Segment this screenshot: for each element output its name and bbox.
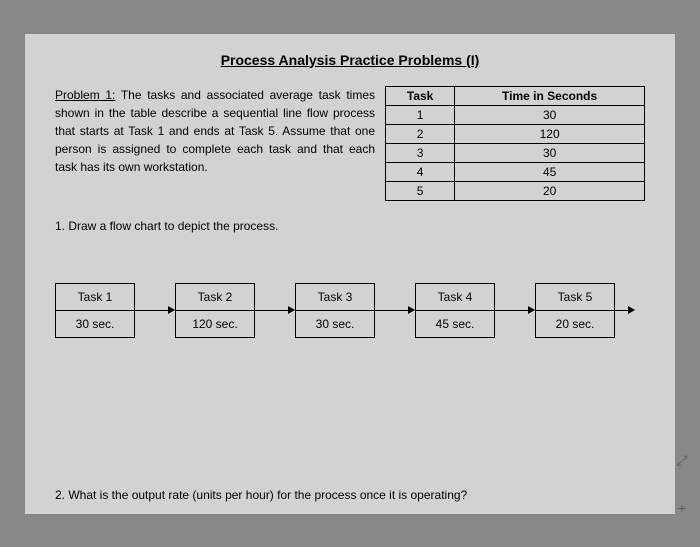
flow-arrow: [495, 306, 535, 314]
question-2: 2. What is the output rate (units per ho…: [55, 488, 467, 502]
flow-node: Task 4 45 sec.: [415, 283, 495, 338]
flow-node-name: Task 3: [296, 284, 374, 311]
task-table: Task Time in Seconds 130 2120 330 445 52…: [385, 86, 645, 201]
table-header-time: Time in Seconds: [455, 86, 645, 105]
problem-text: Problem 1: The tasks and associated aver…: [55, 86, 375, 176]
plus-icon[interactable]: +: [673, 499, 691, 517]
table-row: 130: [386, 105, 645, 124]
flowchart: Task 1 30 sec. Task 2 120 sec. Task 3 30…: [55, 283, 645, 338]
table-row: 445: [386, 162, 645, 181]
problem-block: Problem 1: The tasks and associated aver…: [55, 86, 645, 201]
table-row: 2120: [386, 124, 645, 143]
viewer-controls: ⤢ +: [670, 451, 694, 517]
flow-node-time: 30 sec.: [296, 311, 374, 337]
flow-arrow: [615, 306, 635, 314]
flow-arrow: [375, 306, 415, 314]
flow-node: Task 1 30 sec.: [55, 283, 135, 338]
flow-node-time: 20 sec.: [536, 311, 614, 337]
flow-arrow: [135, 306, 175, 314]
flow-node: Task 3 30 sec.: [295, 283, 375, 338]
flow-node: Task 5 20 sec.: [535, 283, 615, 338]
flow-node-time: 120 sec.: [176, 311, 254, 337]
flow-node-name: Task 1: [56, 284, 134, 311]
table-header-task: Task: [386, 86, 455, 105]
table-row: 330: [386, 143, 645, 162]
flow-node-time: 45 sec.: [416, 311, 494, 337]
flow-node-name: Task 2: [176, 284, 254, 311]
flow-node: Task 2 120 sec.: [175, 283, 255, 338]
flow-node-time: 30 sec.: [56, 311, 134, 337]
page-title: Process Analysis Practice Problems (I): [55, 52, 645, 68]
worksheet-page: Process Analysis Practice Problems (I) P…: [25, 34, 675, 514]
flow-node-name: Task 5: [536, 284, 614, 311]
expand-icon[interactable]: ⤢: [673, 451, 691, 469]
problem-label: Problem 1:: [55, 88, 115, 102]
flow-arrow: [255, 306, 295, 314]
table-row: 520: [386, 181, 645, 200]
question-1: 1. Draw a flow chart to depict the proce…: [55, 219, 645, 233]
flow-node-name: Task 4: [416, 284, 494, 311]
